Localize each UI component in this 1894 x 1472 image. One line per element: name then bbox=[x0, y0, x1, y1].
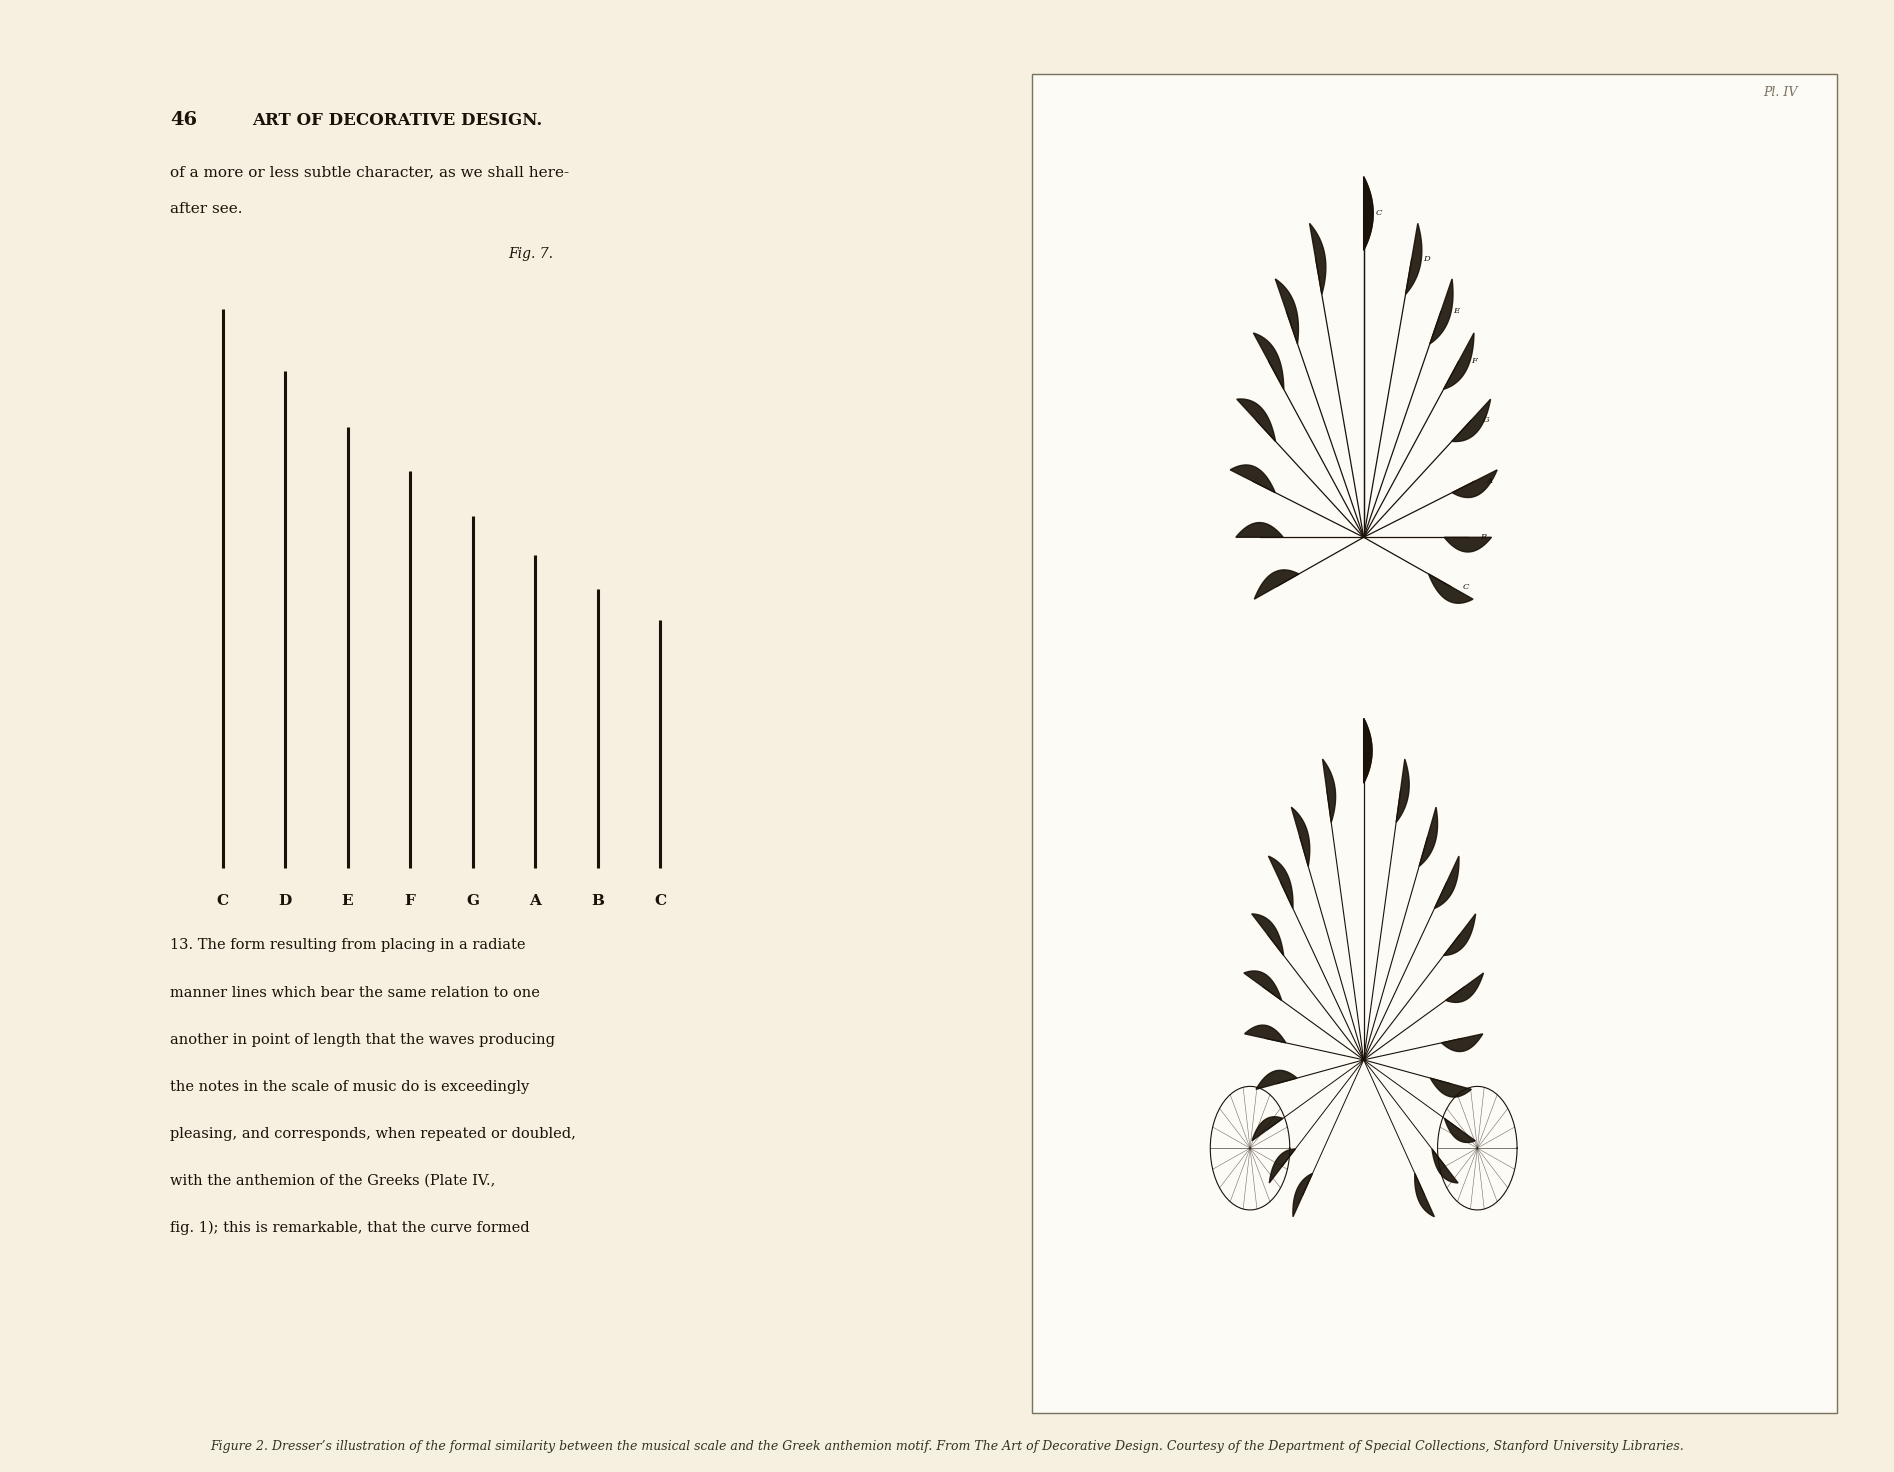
Text: B: B bbox=[1479, 533, 1487, 542]
Polygon shape bbox=[1309, 224, 1326, 294]
Polygon shape bbox=[1322, 760, 1335, 823]
Polygon shape bbox=[1254, 570, 1299, 599]
Text: F: F bbox=[405, 895, 415, 908]
Text: manner lines which bear the same relation to one: manner lines which bear the same relatio… bbox=[170, 986, 540, 999]
Text: E: E bbox=[1453, 308, 1458, 315]
Polygon shape bbox=[1364, 718, 1371, 783]
Polygon shape bbox=[1275, 278, 1299, 344]
Text: C: C bbox=[1375, 209, 1383, 218]
Text: after see.: after see. bbox=[170, 203, 242, 216]
Polygon shape bbox=[1453, 470, 1496, 498]
Polygon shape bbox=[1364, 718, 1371, 783]
Text: the notes in the scale of music do is exceedingly: the notes in the scale of music do is ex… bbox=[170, 1080, 530, 1094]
Bar bbox=[1032, 74, 1837, 1413]
Text: another in point of length that the waves producing: another in point of length that the wave… bbox=[170, 1033, 555, 1047]
Polygon shape bbox=[1237, 399, 1275, 442]
Polygon shape bbox=[1428, 574, 1474, 604]
Text: Pl. IV: Pl. IV bbox=[1763, 85, 1797, 99]
Polygon shape bbox=[1269, 1150, 1295, 1183]
Polygon shape bbox=[1256, 1070, 1297, 1089]
Polygon shape bbox=[1269, 857, 1294, 908]
Text: G: G bbox=[1483, 417, 1491, 424]
Text: 46: 46 bbox=[170, 110, 197, 130]
Text: D: D bbox=[1424, 255, 1430, 263]
Polygon shape bbox=[1443, 333, 1474, 389]
Polygon shape bbox=[1430, 1078, 1472, 1097]
Polygon shape bbox=[1364, 177, 1373, 250]
Text: D: D bbox=[278, 895, 292, 908]
Text: with the anthemion of the Greeks (Plate IV.,: with the anthemion of the Greeks (Plate … bbox=[170, 1175, 496, 1188]
Polygon shape bbox=[1445, 973, 1483, 1002]
Text: A: A bbox=[528, 895, 542, 908]
Text: F: F bbox=[1472, 358, 1477, 365]
Text: ART OF DECORATIVE DESIGN.: ART OF DECORATIVE DESIGN. bbox=[252, 112, 544, 130]
Text: G: G bbox=[466, 895, 479, 908]
Text: C: C bbox=[1462, 583, 1470, 590]
Polygon shape bbox=[1432, 1150, 1458, 1183]
Polygon shape bbox=[1235, 523, 1284, 537]
Text: Fig. 7.: Fig. 7. bbox=[508, 247, 553, 261]
Polygon shape bbox=[1294, 1173, 1313, 1217]
Polygon shape bbox=[1445, 1119, 1475, 1142]
Polygon shape bbox=[1441, 1033, 1483, 1051]
Polygon shape bbox=[1445, 537, 1492, 552]
Text: of a more or less subtle character, as we shall here-: of a more or less subtle character, as w… bbox=[170, 166, 570, 180]
Text: pleasing, and corresponds, when repeated or doubled,: pleasing, and corresponds, when repeated… bbox=[170, 1128, 576, 1141]
Polygon shape bbox=[1419, 807, 1438, 867]
Polygon shape bbox=[1254, 333, 1284, 389]
Polygon shape bbox=[1415, 1173, 1434, 1217]
Polygon shape bbox=[1231, 465, 1275, 493]
Polygon shape bbox=[1453, 399, 1491, 442]
Text: E: E bbox=[341, 895, 354, 908]
Text: Figure 2. Dresser’s illustration of the formal similarity between the musical sc: Figure 2. Dresser’s illustration of the … bbox=[210, 1440, 1684, 1453]
Text: C: C bbox=[653, 895, 667, 908]
Polygon shape bbox=[1364, 177, 1373, 250]
Polygon shape bbox=[1244, 972, 1282, 1001]
Text: A: A bbox=[1487, 477, 1492, 486]
Polygon shape bbox=[1396, 760, 1409, 823]
Polygon shape bbox=[1292, 807, 1311, 867]
Polygon shape bbox=[1430, 278, 1453, 344]
Text: fig. 1); this is remarkable, that the curve formed: fig. 1); this is remarkable, that the cu… bbox=[170, 1220, 530, 1235]
Polygon shape bbox=[1252, 1117, 1282, 1141]
Text: C: C bbox=[216, 895, 229, 908]
Text: 13. The form resulting from placing in a radiate: 13. The form resulting from placing in a… bbox=[170, 939, 527, 952]
Polygon shape bbox=[1434, 857, 1458, 908]
Polygon shape bbox=[1443, 914, 1475, 955]
Polygon shape bbox=[1252, 914, 1284, 955]
Polygon shape bbox=[1244, 1025, 1286, 1042]
Text: B: B bbox=[591, 895, 604, 908]
Polygon shape bbox=[1405, 224, 1422, 294]
